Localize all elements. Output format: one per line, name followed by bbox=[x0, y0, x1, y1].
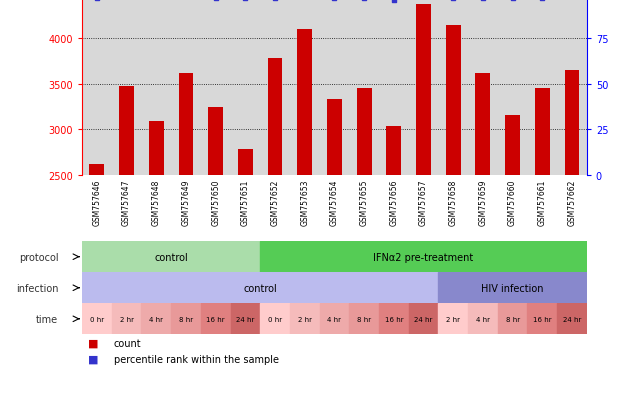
Point bbox=[151, 0, 162, 1]
Text: 8 hr: 8 hr bbox=[505, 316, 520, 322]
Text: GSM757656: GSM757656 bbox=[389, 179, 398, 225]
Point bbox=[270, 0, 280, 2]
Bar bbox=[565, 71, 579, 176]
Bar bbox=[82, 273, 439, 304]
Text: 0 hr: 0 hr bbox=[90, 316, 104, 322]
Bar bbox=[82, 304, 112, 335]
Text: GSM757651: GSM757651 bbox=[241, 179, 250, 225]
Bar bbox=[439, 273, 587, 304]
Bar bbox=[498, 304, 528, 335]
Text: GSM757653: GSM757653 bbox=[300, 179, 309, 225]
Bar bbox=[409, 304, 439, 335]
Bar bbox=[476, 74, 490, 176]
Text: ■: ■ bbox=[88, 338, 99, 348]
Text: 4 hr: 4 hr bbox=[476, 316, 490, 322]
Text: 2 hr: 2 hr bbox=[119, 316, 134, 322]
Bar bbox=[82, 242, 260, 273]
Text: GSM757654: GSM757654 bbox=[330, 179, 339, 225]
Bar bbox=[119, 86, 134, 176]
Bar bbox=[171, 304, 201, 335]
Bar bbox=[557, 304, 587, 335]
Bar bbox=[439, 304, 468, 335]
Bar bbox=[268, 59, 283, 176]
Text: HIV infection: HIV infection bbox=[481, 283, 544, 293]
Bar bbox=[290, 304, 319, 335]
Text: GSM757662: GSM757662 bbox=[567, 179, 577, 225]
Text: IFNα2 pre-treatment: IFNα2 pre-treatment bbox=[374, 252, 474, 262]
Bar bbox=[112, 304, 141, 335]
Bar bbox=[379, 304, 409, 335]
Bar bbox=[505, 116, 520, 176]
Text: GSM757649: GSM757649 bbox=[182, 179, 191, 225]
Point bbox=[478, 0, 488, 2]
Point bbox=[181, 0, 191, 1]
Point bbox=[537, 0, 547, 2]
Point bbox=[389, 0, 399, 5]
Text: 16 hr: 16 hr bbox=[533, 316, 551, 322]
Text: GSM757658: GSM757658 bbox=[449, 179, 457, 225]
Point bbox=[448, 0, 458, 2]
Text: GSM757655: GSM757655 bbox=[360, 179, 369, 225]
Text: GSM757660: GSM757660 bbox=[508, 179, 517, 225]
Text: time: time bbox=[36, 314, 58, 324]
Text: GSM757648: GSM757648 bbox=[152, 179, 161, 225]
Text: GSM757652: GSM757652 bbox=[271, 179, 280, 225]
Text: 24 hr: 24 hr bbox=[563, 316, 581, 322]
Bar bbox=[528, 304, 557, 335]
Text: infection: infection bbox=[16, 283, 58, 293]
Bar bbox=[141, 304, 171, 335]
Text: 8 hr: 8 hr bbox=[179, 316, 193, 322]
Text: GSM757659: GSM757659 bbox=[478, 179, 487, 225]
Text: 4 hr: 4 hr bbox=[327, 316, 341, 322]
Bar bbox=[297, 30, 312, 176]
Text: GSM757657: GSM757657 bbox=[419, 179, 428, 225]
Text: 8 hr: 8 hr bbox=[357, 316, 371, 322]
Point bbox=[92, 0, 102, 2]
Text: control: control bbox=[154, 252, 188, 262]
Bar bbox=[260, 304, 290, 335]
Point bbox=[240, 0, 251, 2]
Bar bbox=[535, 88, 550, 176]
Text: GSM757646: GSM757646 bbox=[92, 179, 102, 225]
Point bbox=[359, 0, 369, 2]
Bar bbox=[260, 242, 587, 273]
Text: GSM757650: GSM757650 bbox=[211, 179, 220, 225]
Bar bbox=[179, 74, 193, 176]
Text: 2 hr: 2 hr bbox=[446, 316, 460, 322]
Text: protocol: protocol bbox=[19, 252, 58, 262]
Bar bbox=[350, 304, 379, 335]
Bar bbox=[149, 122, 163, 176]
Point bbox=[507, 0, 517, 2]
Bar bbox=[238, 150, 253, 176]
Bar bbox=[319, 304, 350, 335]
Text: 16 hr: 16 hr bbox=[384, 316, 403, 322]
Point bbox=[211, 0, 221, 2]
Bar bbox=[416, 5, 431, 176]
Text: 24 hr: 24 hr bbox=[236, 316, 254, 322]
Bar bbox=[357, 89, 372, 176]
Text: count: count bbox=[114, 338, 141, 348]
Text: 4 hr: 4 hr bbox=[150, 316, 163, 322]
Bar bbox=[201, 304, 230, 335]
Text: 0 hr: 0 hr bbox=[268, 316, 282, 322]
Bar bbox=[327, 100, 342, 176]
Text: ■: ■ bbox=[88, 354, 99, 364]
Bar bbox=[208, 107, 223, 176]
Point bbox=[300, 0, 310, 1]
Bar bbox=[386, 126, 401, 176]
Text: 24 hr: 24 hr bbox=[415, 316, 433, 322]
Text: control: control bbox=[244, 283, 277, 293]
Text: percentile rank within the sample: percentile rank within the sample bbox=[114, 354, 278, 364]
Bar bbox=[90, 165, 104, 176]
Bar bbox=[468, 304, 498, 335]
Text: GSM757661: GSM757661 bbox=[538, 179, 547, 225]
Text: GSM757647: GSM757647 bbox=[122, 179, 131, 225]
Bar bbox=[445, 26, 461, 176]
Bar bbox=[230, 304, 260, 335]
Text: 16 hr: 16 hr bbox=[206, 316, 225, 322]
Point bbox=[329, 0, 339, 2]
Text: 2 hr: 2 hr bbox=[298, 316, 312, 322]
